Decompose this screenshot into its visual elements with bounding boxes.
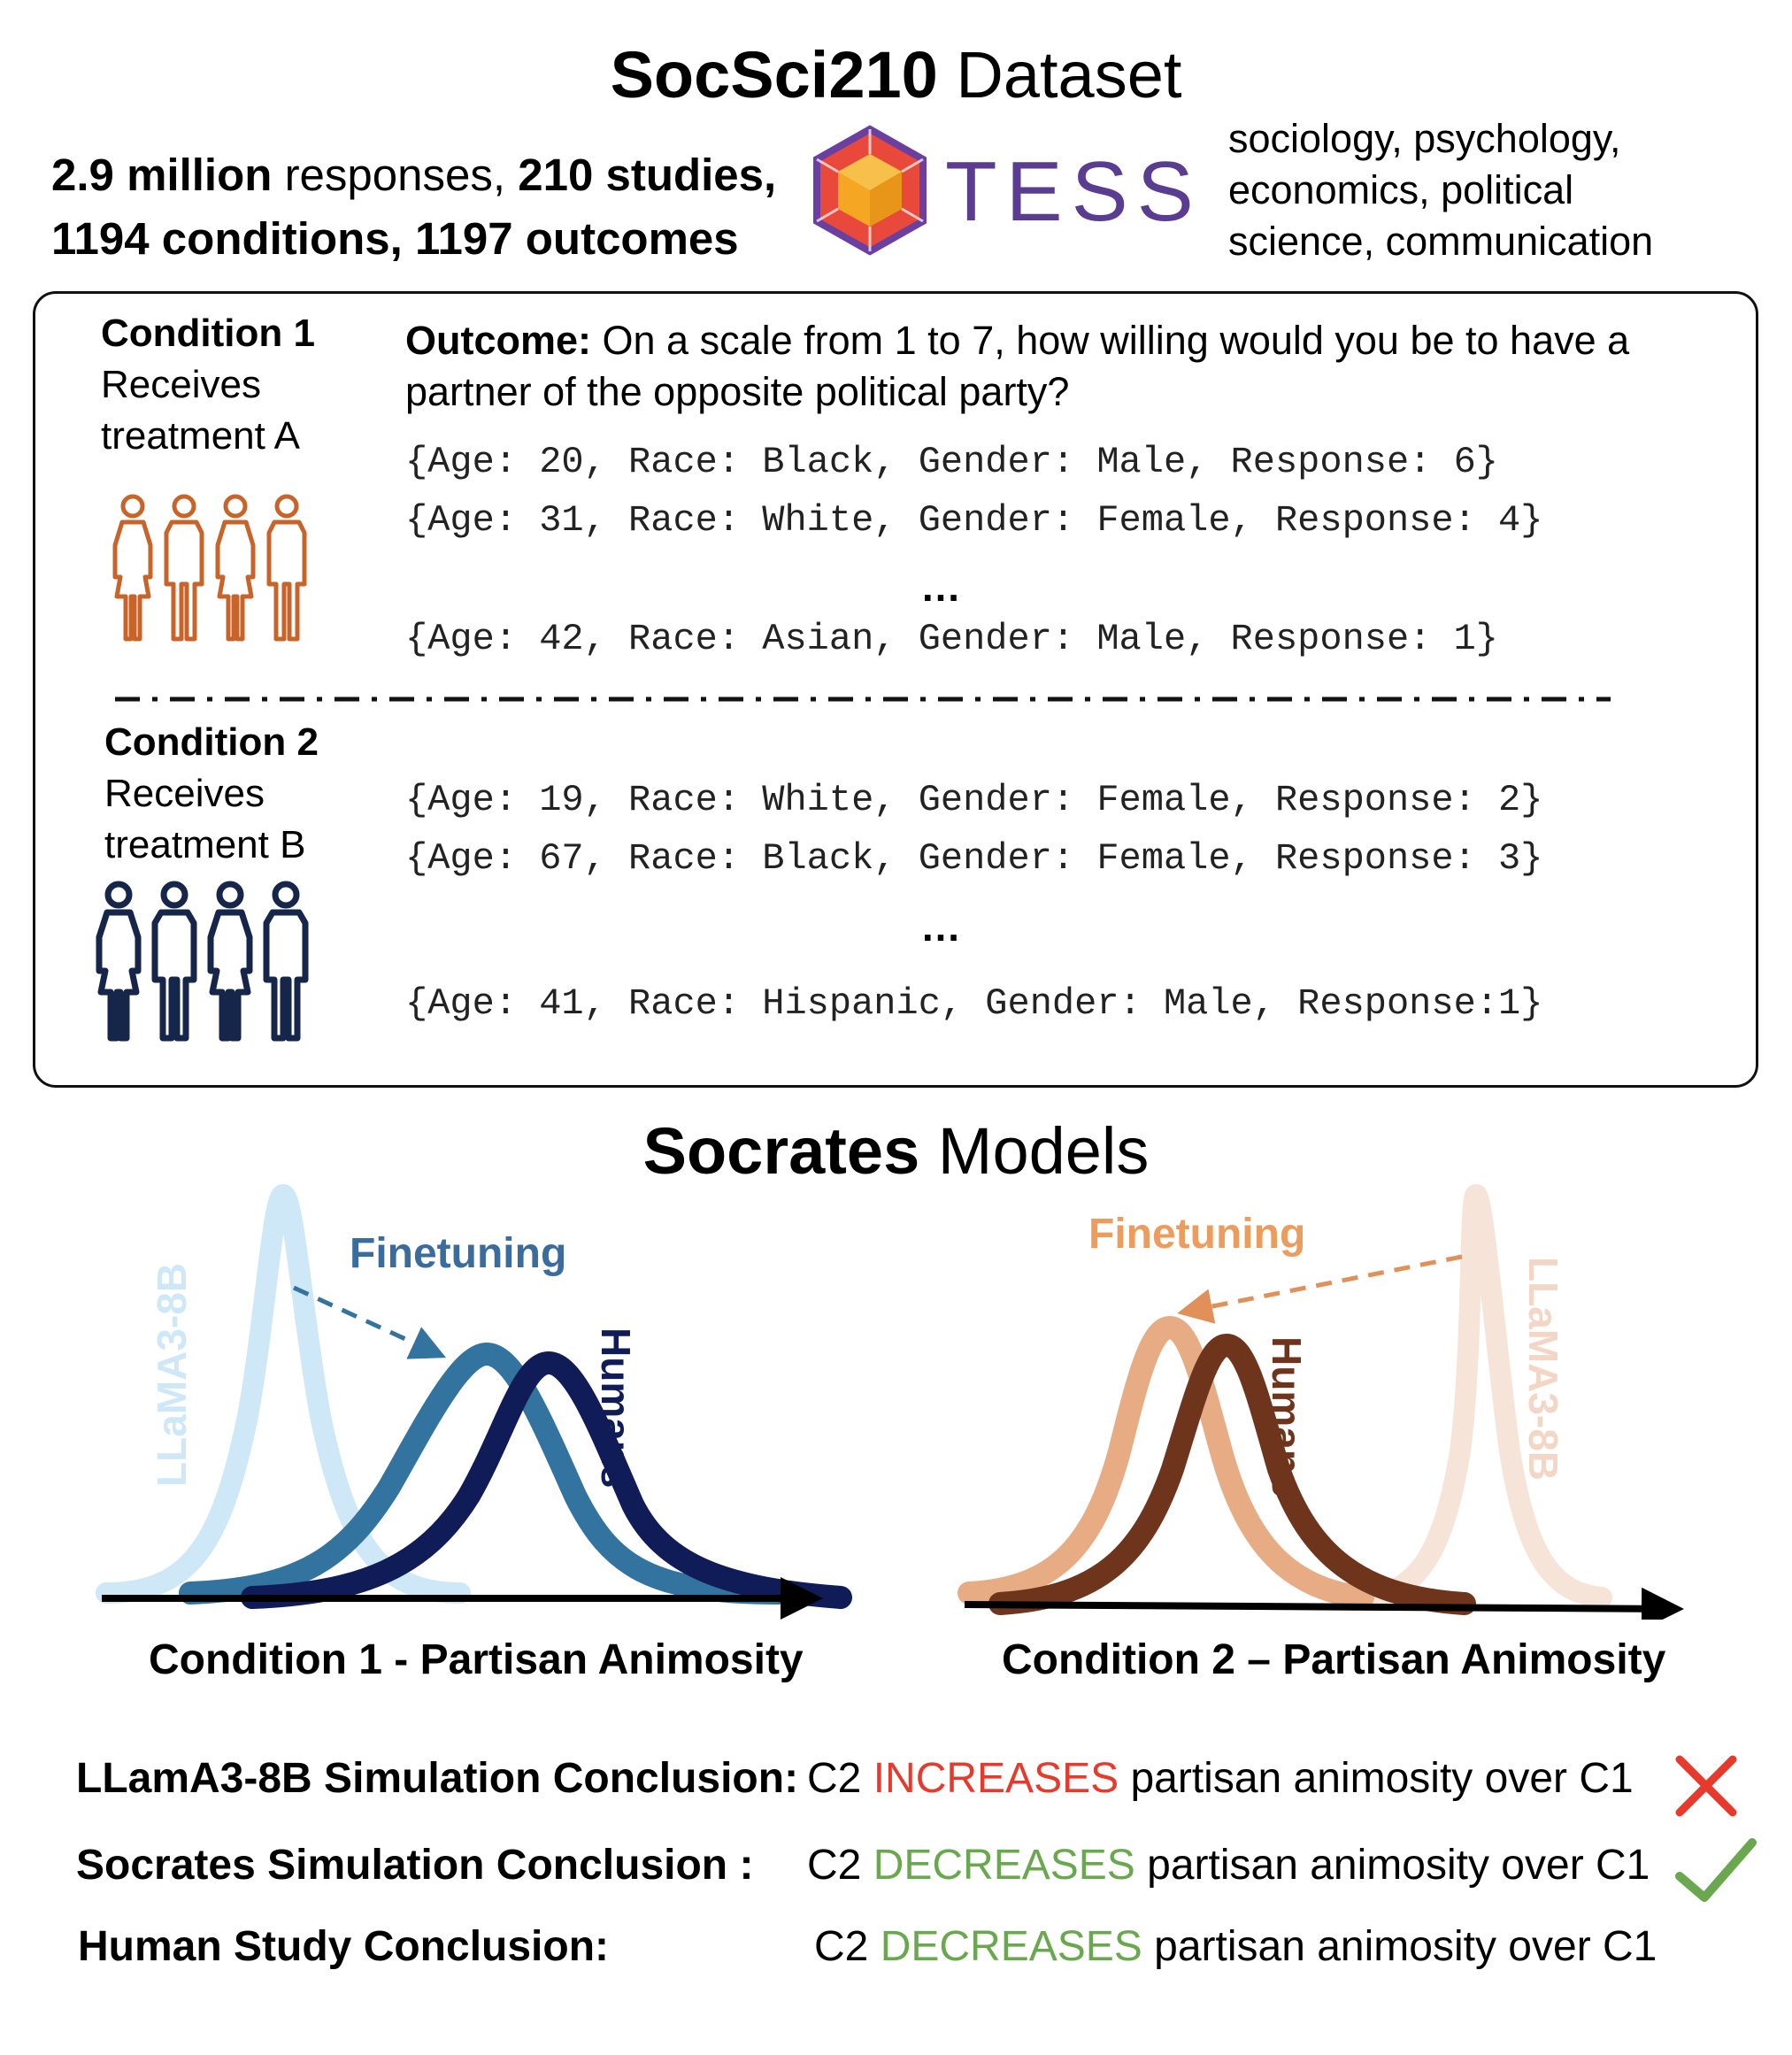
tess-logo-text: TESS: [945, 144, 1203, 239]
response-row: {Age: 42, Race: Asian, Gender: Male, Res…: [405, 618, 1499, 660]
finetuned-curve: [179, 1342, 790, 1605]
condition-2-label: Condition 2 Receives treatment B: [104, 720, 319, 866]
llama-label: LLaMA3-8B: [149, 1263, 195, 1487]
models-title: Socrates Models: [642, 1114, 1150, 1188]
condition-2-caption: Condition 2 – Partisan Animosity: [1002, 1636, 1666, 1683]
finetuning-arrow: [1177, 1254, 1463, 1324]
response-row: {Age: 31, Race: White, Gender: Female, R…: [405, 499, 1543, 542]
response-row: {Age: 20, Race: Black, Gender: Male, Res…: [405, 441, 1499, 483]
condition-1-label: Condition 1 Receives treatment A: [101, 312, 315, 458]
humans-curve: [241, 1351, 852, 1609]
llama-base-curve: [96, 1183, 471, 1604]
dataset-stats: 2.9 million responses, 210 studies, 1194…: [51, 143, 776, 271]
response-row: {Age: 19, Race: White, Gender: Female, R…: [405, 779, 1543, 821]
humans-label: Humans: [1264, 1336, 1310, 1497]
condition-separator: [115, 697, 1611, 702]
ellipsis: …: [920, 904, 965, 950]
people-group-icon: [96, 881, 309, 1042]
condition-1-caption: Condition 1 - Partisan Animosity: [149, 1636, 804, 1683]
people-group-icon: [112, 494, 307, 642]
conditions-panel: [33, 291, 1758, 1088]
page-title: SocSci210 Dataset: [610, 38, 1182, 112]
cross-icon: [1675, 1755, 1737, 1817]
llama-label: LLaMA3-8B: [1520, 1257, 1566, 1481]
condition-2-distribution-plot: Finetuning LLaMA3-8B Humans: [958, 1183, 1684, 1620]
humans-curve: [988, 1333, 1476, 1615]
llama-conclusion-label: LLamA3-8B Simulation Conclusion:: [76, 1755, 799, 1802]
llama-base-curve: [1352, 1183, 1612, 1608]
socrates-conclusion-text: C2 DECREASES partisan animosity over C1: [807, 1842, 1650, 1889]
stats-line-1: 2.9 million responses, 210 studies,: [51, 150, 777, 200]
x-axis: [964, 1587, 1684, 1620]
response-row: {Age: 67, Race: Black, Gender: Female, R…: [405, 837, 1543, 880]
tess-logo-icon: [813, 125, 927, 256]
ellipsis: …: [920, 564, 965, 610]
finetuning-label: Finetuning: [1088, 1211, 1305, 1258]
llama-conclusion-text: C2 INCREASES partisan animosity over C1: [807, 1755, 1634, 1802]
condition-1-distribution-plot: Finetuning LLaMA3-8B Humans: [96, 1183, 852, 1620]
response-row: {Age: 41, Race: Hispanic, Gender: Male, …: [405, 982, 1543, 1025]
humans-label: Humans: [593, 1328, 639, 1488]
finetuned-curve: [958, 1315, 1374, 1609]
finetuning-label: Finetuning: [350, 1230, 566, 1277]
stats-line-2: 1194 conditions, 1197 outcomes: [51, 213, 739, 264]
disciplines-list: sociology, psychology, economics, politi…: [1228, 116, 1654, 264]
check-icon: [1675, 1838, 1757, 1902]
outcome-question: Outcome: On a scale from 1 to 7, how wil…: [405, 318, 1630, 414]
human-conclusion-label: Human Study Conclusion:: [78, 1923, 609, 1970]
human-conclusion-text: C2 DECREASES partisan animosity over C1: [814, 1923, 1657, 1970]
socrates-conclusion-label: Socrates Simulation Conclusion :: [76, 1842, 754, 1889]
